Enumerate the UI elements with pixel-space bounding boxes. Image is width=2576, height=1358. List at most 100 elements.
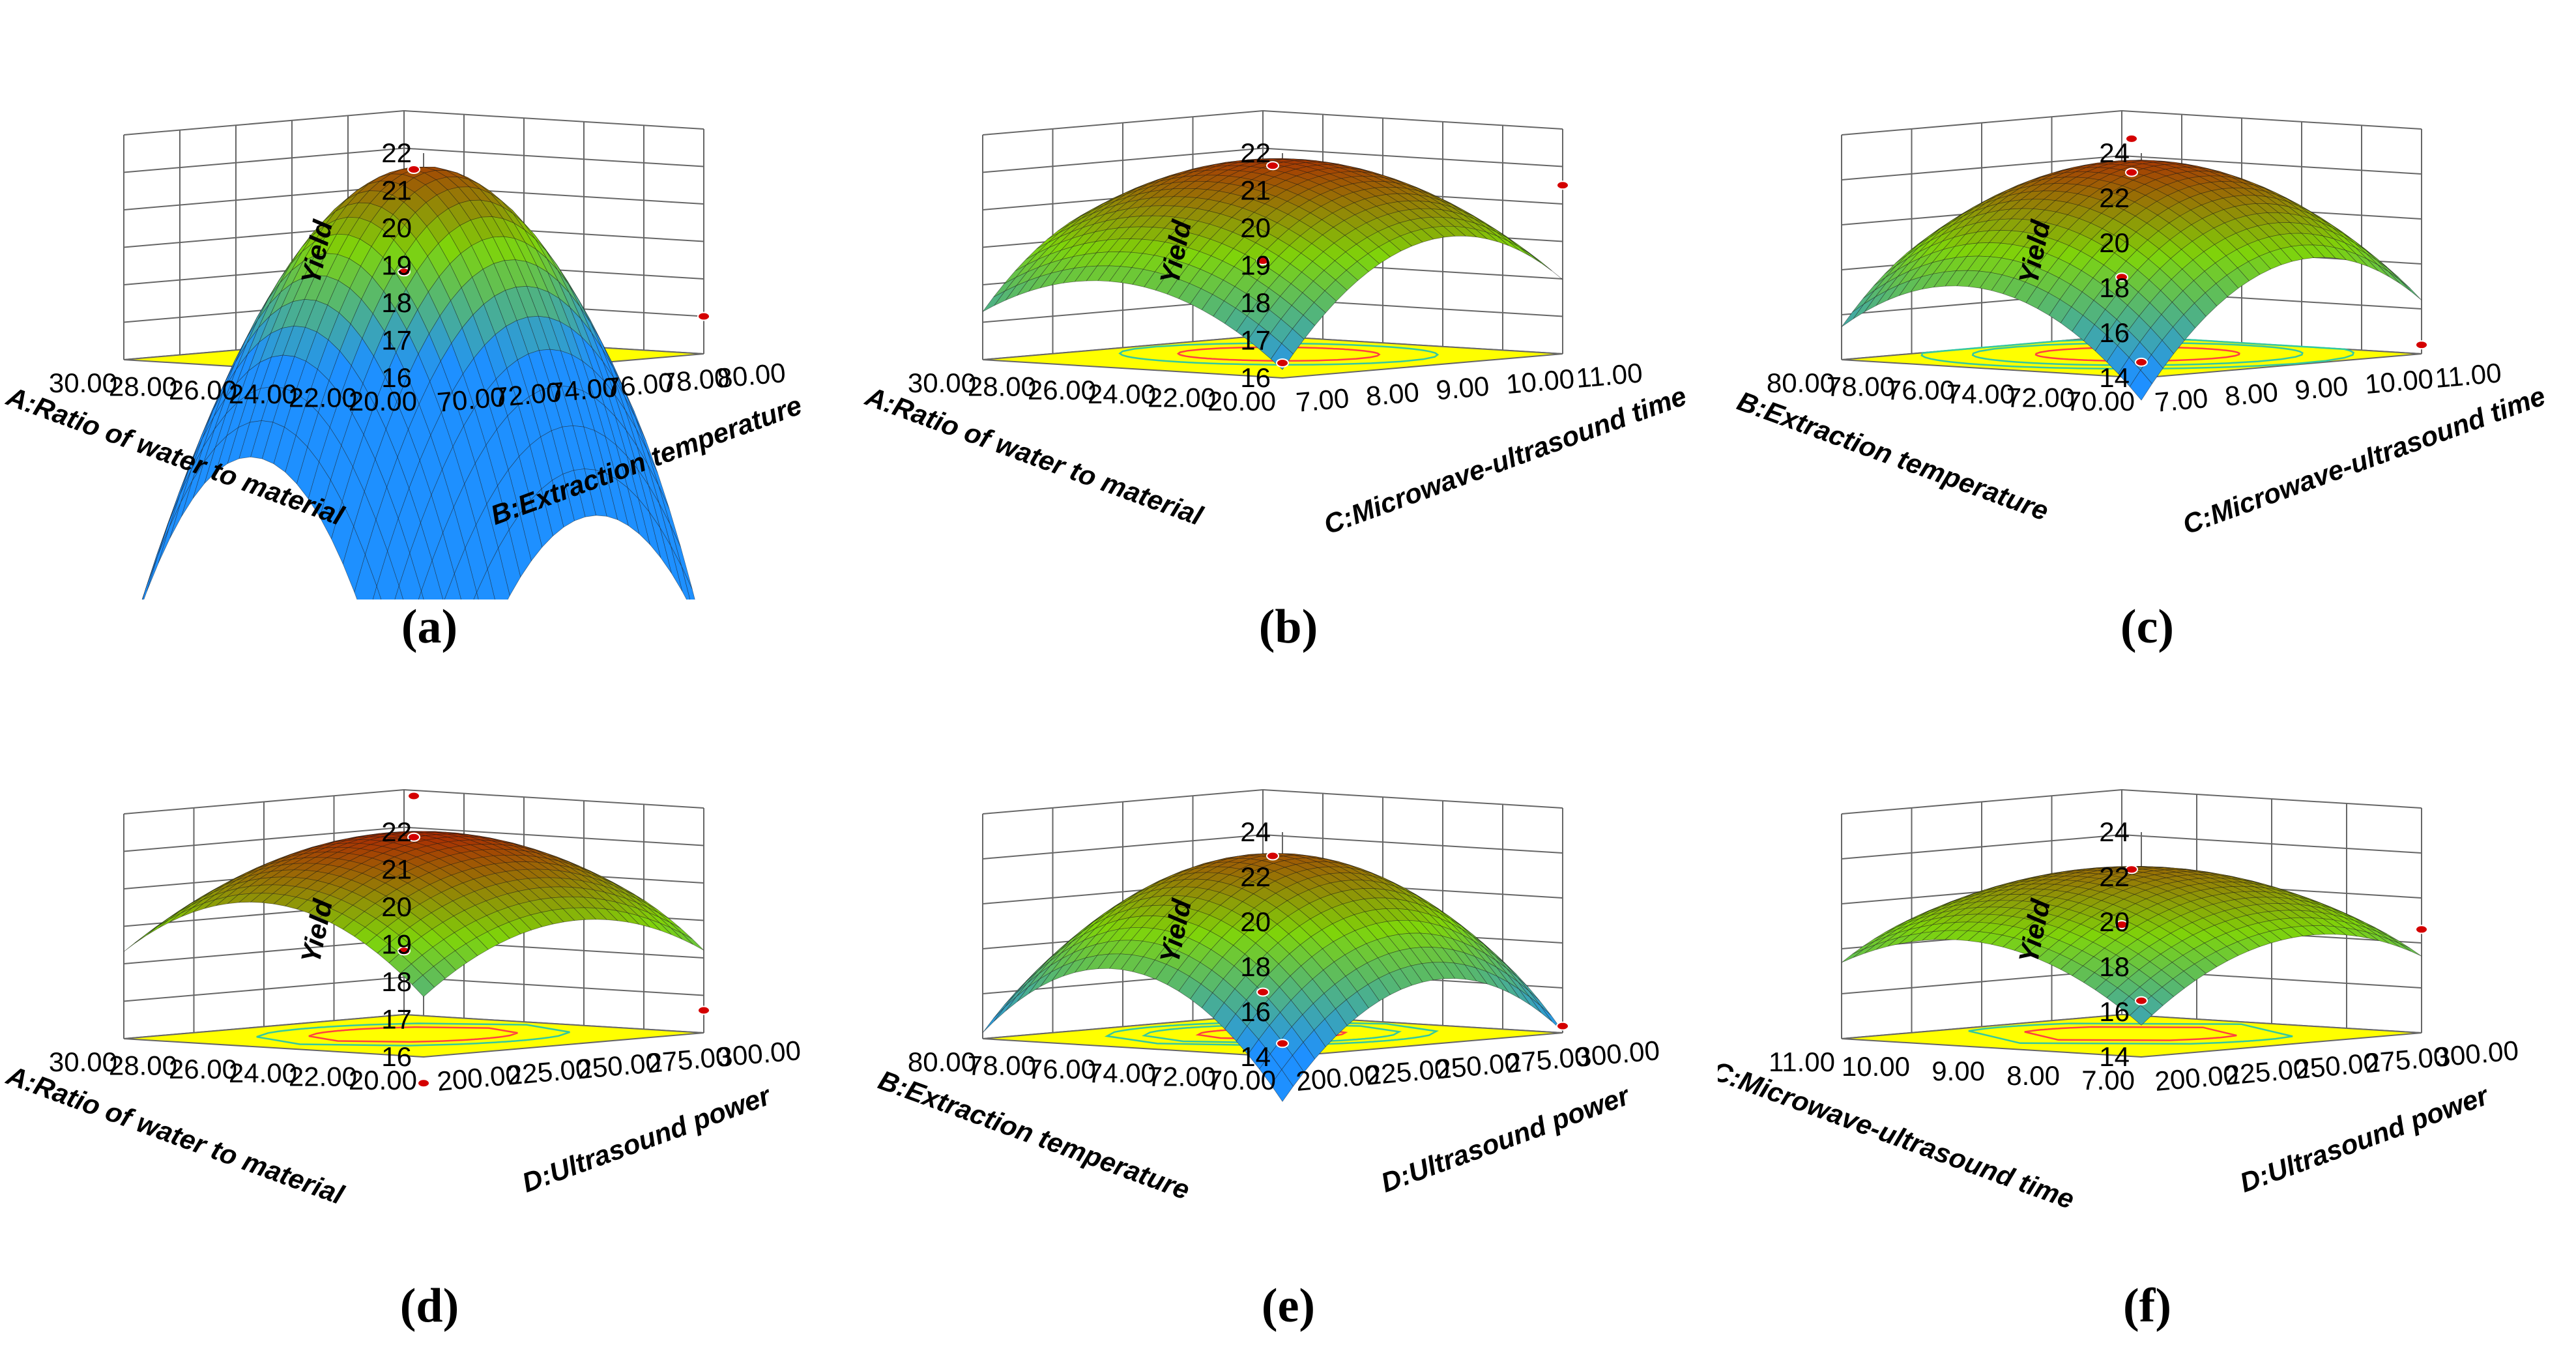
surface-cell bbox=[2388, 271, 2411, 292]
y-tick-label: 225.00 bbox=[1365, 1053, 1451, 1091]
surface-plot-d: 1617181920212220.0022.0024.0026.0028.003… bbox=[2, 788, 802, 1210]
y-tick-label: 250.00 bbox=[1435, 1047, 1521, 1084]
z-tick-label: 16 bbox=[2099, 317, 2130, 348]
y-tick-label: 200.00 bbox=[2154, 1059, 2240, 1097]
surface-cell bbox=[1841, 949, 1864, 963]
design-point bbox=[1266, 161, 1279, 171]
design-point bbox=[407, 832, 420, 842]
z-tick-label: 20 bbox=[2099, 227, 2130, 258]
design-point bbox=[2115, 920, 2128, 929]
z-tick-label: 14 bbox=[1240, 1041, 1271, 1072]
contour-line bbox=[2024, 1026, 2237, 1041]
x-tick-label: 74.00 bbox=[1088, 1058, 1156, 1088]
y-tick-label: 76.00 bbox=[604, 367, 675, 403]
response-surface bbox=[1841, 160, 2422, 401]
z-tick-label: 24 bbox=[2099, 137, 2130, 168]
surface-cell bbox=[141, 587, 147, 600]
surface-cell bbox=[2388, 938, 2411, 952]
response-surface bbox=[141, 166, 695, 600]
y-tick-label: 9.00 bbox=[2294, 371, 2350, 406]
panel-a: 16 17 18 19 20 21 22 20.00 22.00 24.00 26.00 28.00 3… bbox=[0, 0, 859, 679]
surface-cell bbox=[147, 527, 169, 592]
y-tick-label: 70.00 bbox=[436, 381, 507, 418]
wall-gridline bbox=[1841, 109, 2422, 136]
y-tick-label: 11.00 bbox=[2434, 357, 2503, 394]
y-tick-label: 10.00 bbox=[2364, 363, 2435, 399]
y-axis-label: D:Ultrasound power bbox=[2236, 1079, 2494, 1198]
surface-cell bbox=[421, 560, 444, 600]
y-tick-label: 250.00 bbox=[576, 1047, 662, 1084]
design-point bbox=[1556, 181, 1569, 190]
x-tick-label: 22.00 bbox=[289, 1061, 357, 1091]
design-point bbox=[2415, 340, 2428, 350]
z-tick-label: 18 bbox=[2099, 272, 2130, 303]
surface-plot-e: 14 16 18 20 22 24 70.0072.0074.0076.0078.0080.… bbox=[875, 788, 1661, 1206]
x-tick-label: 24.00 bbox=[1088, 379, 1156, 409]
panel-f: 14 16 18 20 22 24 7.00 8.00 9.00 10.00 11.00 200.00… bbox=[1718, 679, 2576, 1358]
design-point bbox=[1266, 851, 1279, 861]
z-tick-label: 19 bbox=[381, 929, 412, 960]
surface-cell bbox=[418, 590, 424, 600]
x-tick-label: 28.00 bbox=[109, 371, 177, 402]
y-tick-label: 275.00 bbox=[2364, 1041, 2450, 1078]
surface-cell bbox=[1507, 240, 1531, 257]
z-tick-label: 22 bbox=[1240, 137, 1271, 168]
x-tick-label: 78.00 bbox=[1827, 371, 1895, 402]
z-tick-label: 21 bbox=[381, 854, 412, 885]
design-point bbox=[1276, 358, 1289, 368]
panel-e: 14 16 18 20 22 24 70.00 72.00 74.00 76.00 78.00 80.… bbox=[859, 679, 1718, 1358]
y-tick-label: 10.00 bbox=[1505, 363, 1576, 399]
design-point bbox=[2135, 357, 2148, 367]
surface-cell bbox=[2129, 369, 2152, 401]
caption-b: (b) bbox=[1258, 600, 1318, 654]
x-tick-label: 26.00 bbox=[169, 1054, 237, 1084]
x-tick-label: 72.00 bbox=[1148, 1061, 1216, 1091]
panel-d: 16 17 18 19 20 21 22 20.00 22.00 24.00 26.00 28.00 3… bbox=[0, 679, 859, 1358]
surface-cell bbox=[1529, 996, 1552, 1022]
surface-cell bbox=[158, 502, 181, 564]
x-tick-label: 80.00 bbox=[1767, 368, 1835, 398]
z-tick-label: 14 bbox=[2099, 362, 2130, 393]
x-tick-label: 24.00 bbox=[229, 1058, 297, 1088]
design-point bbox=[398, 946, 411, 956]
contour-line bbox=[256, 1022, 570, 1047]
caption-e: (e) bbox=[1261, 1279, 1316, 1333]
z-tick-label: 18 bbox=[381, 966, 412, 997]
z-tick-label: 24 bbox=[1240, 816, 1271, 847]
y-tick-label: 300.00 bbox=[716, 1035, 802, 1073]
y-tick-label: 74.00 bbox=[548, 371, 619, 408]
design-point bbox=[2115, 272, 2128, 282]
surface-cell bbox=[2399, 279, 2422, 300]
z-tick-label: 20 bbox=[1240, 212, 1271, 243]
surface-cell bbox=[2399, 943, 2422, 957]
x-tick-label: 7.00 bbox=[2081, 1065, 2135, 1095]
contour-line bbox=[1141, 1023, 1402, 1044]
surface-cell bbox=[982, 1006, 1006, 1033]
surface-plot-a: 16 17 18 19 20 21 22 20.0022.0024.0026.0028.003… bbox=[2, 109, 805, 600]
surface-cell bbox=[2377, 264, 2401, 284]
wall-gridline bbox=[982, 109, 1563, 136]
floor-plane bbox=[1841, 1013, 2422, 1058]
z-tick-label: 16 bbox=[1240, 362, 1271, 393]
x-tick-label: 30.00 bbox=[908, 368, 976, 398]
design-point bbox=[1556, 1021, 1569, 1031]
surface-cell bbox=[473, 591, 479, 600]
y-tick-label: 8.00 bbox=[1365, 377, 1421, 412]
surface-cell bbox=[147, 919, 169, 936]
y-axis-label: D:Ultrasound power bbox=[518, 1079, 776, 1198]
surface-cell bbox=[411, 975, 435, 997]
z-tick-label: 24 bbox=[2099, 816, 2130, 847]
y-tick-label: 11.00 bbox=[1575, 357, 1644, 394]
x-tick-label: 9.00 bbox=[1932, 1056, 1985, 1086]
surface-cell bbox=[476, 568, 495, 600]
contour-line bbox=[1971, 341, 2304, 366]
z-tick-label: 19 bbox=[381, 250, 412, 281]
x-tick-label: 80.00 bbox=[908, 1047, 976, 1077]
surface-cell bbox=[2129, 1005, 2153, 1026]
y-tick-label: 225.00 bbox=[2223, 1053, 2309, 1091]
design-point bbox=[398, 267, 411, 277]
wall-gridline bbox=[123, 109, 704, 136]
z-tick-label: 16 bbox=[2099, 996, 2130, 1027]
x-tick-label: 22.00 bbox=[1148, 382, 1216, 412]
design-point bbox=[1256, 987, 1269, 997]
